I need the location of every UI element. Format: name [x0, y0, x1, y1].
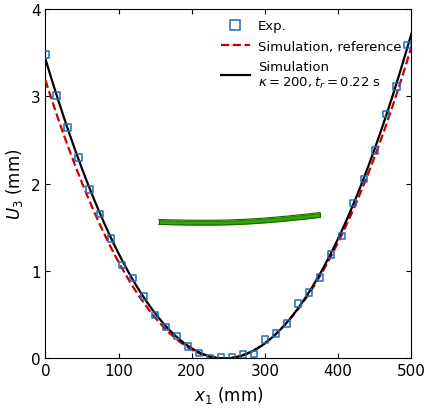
Point [229, 355, 236, 361]
Point [261, 336, 268, 343]
Point [283, 320, 290, 327]
Point [372, 148, 378, 154]
Point [108, 236, 115, 242]
Legend: Exp., Simulation, reference, Simulation
$\kappa=200, t_r=0.22$ s: Exp., Simulation, reference, Simulation … [221, 20, 401, 91]
X-axis label: $x_1$ (mm): $x_1$ (mm) [194, 384, 263, 405]
Point [305, 290, 312, 296]
Point [207, 355, 214, 362]
Y-axis label: $U_3$ (mm): $U_3$ (mm) [4, 149, 25, 220]
Point [404, 43, 411, 49]
Point [240, 351, 246, 358]
Point [393, 84, 400, 91]
Point [130, 275, 137, 281]
Point [141, 294, 147, 300]
Point [42, 52, 49, 58]
Point [119, 262, 126, 268]
Point [338, 233, 345, 240]
Point [218, 354, 224, 360]
Point [360, 176, 367, 183]
Point [86, 187, 93, 193]
Point [350, 200, 356, 207]
Point [184, 344, 191, 350]
Point [196, 350, 203, 356]
Point [251, 351, 258, 357]
Point [174, 333, 181, 339]
Point [75, 155, 82, 162]
Point [382, 112, 389, 118]
Point [163, 324, 169, 330]
Point [273, 330, 280, 337]
Point [327, 252, 334, 258]
Point [64, 125, 71, 131]
Point [295, 301, 301, 307]
Point [53, 93, 60, 99]
Point [152, 312, 159, 318]
Point [316, 274, 323, 281]
Point [97, 211, 104, 218]
